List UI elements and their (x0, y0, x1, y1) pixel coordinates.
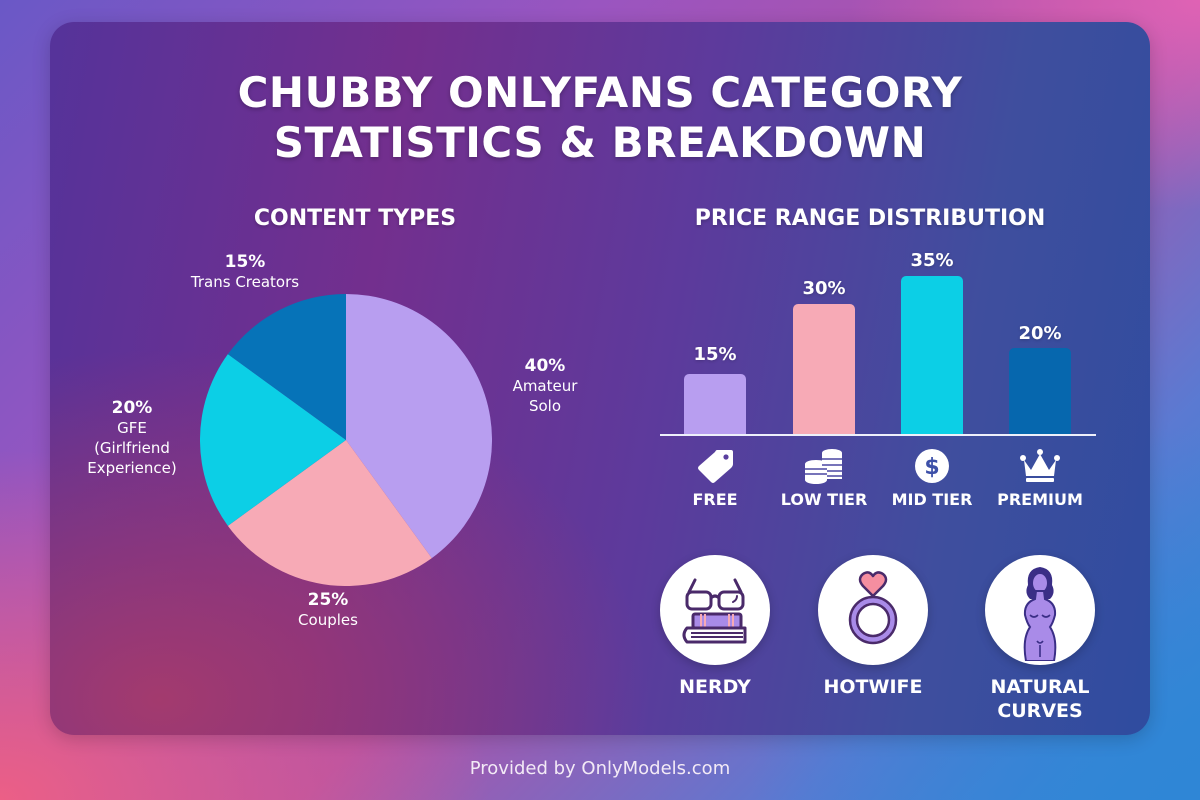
badge-hotwife: HOTWIFE (808, 555, 938, 699)
bar-free (684, 374, 746, 436)
bar-low-tier (793, 304, 855, 436)
price-range-bar-chart (660, 250, 1096, 436)
tier-low: LOW TIER (759, 448, 889, 509)
pie-slice-couples (227, 440, 432, 587)
pie-label-gfe: 20% GFE (Girlfriend Experience) (87, 398, 177, 477)
female-figure-icon (1023, 567, 1057, 661)
bar-value-low-tier: 30% (802, 278, 846, 299)
bar-value-free: 15% (693, 344, 737, 365)
pie-slice-trans-creators (227, 294, 346, 440)
pie-label-amateur-solo: 40% Amateur Solo (512, 356, 578, 415)
tier-premium: PREMIUM (975, 448, 1105, 509)
coin-stack-icon (805, 449, 842, 484)
bar-premium (1009, 348, 1071, 436)
footer-credit: Provided by OnlyModels.com (469, 758, 731, 779)
bar-chart-axis (660, 434, 1096, 436)
bar-mid-tier (901, 276, 963, 436)
pie-slice-gfe (199, 354, 346, 526)
pie-label-couples: 25% Couples (298, 590, 358, 629)
price-tag-icon (698, 450, 733, 483)
content-types-heading: CONTENT TYPES (253, 206, 457, 231)
bar-value-mid-tier: 35% (910, 250, 954, 271)
pie-label-trans-creators: 15% Trans Creators (190, 252, 300, 291)
price-range-heading: PRICE RANGE DISTRIBUTION (694, 206, 1046, 231)
svg-text:$: $ (924, 455, 939, 480)
glasses-books-icon (682, 578, 747, 644)
title-line-2: STATISTICS & BREAKDOWN (273, 118, 927, 167)
crown-icon (1020, 449, 1060, 482)
tier-free: FREE (650, 448, 780, 509)
badge-natural-curves: NATURAL CURVES (975, 555, 1105, 723)
badge-nerdy: NERDY (650, 555, 780, 699)
tier-mid: $ MID TIER (867, 448, 997, 509)
bar-value-premium: 20% (1018, 323, 1062, 344)
pie-slice-amateur-solo (346, 294, 493, 559)
content-types-pie-chart (199, 294, 493, 587)
dollar-coin-icon: $ (915, 449, 949, 483)
heart-ring-icon (848, 571, 898, 645)
title-line-1: CHUBBY ONLYFANS CATEGORY (237, 68, 963, 117)
page-title: CHUBBY ONLYFANS CATEGORY STATISTICS & BR… (0, 68, 1200, 168)
